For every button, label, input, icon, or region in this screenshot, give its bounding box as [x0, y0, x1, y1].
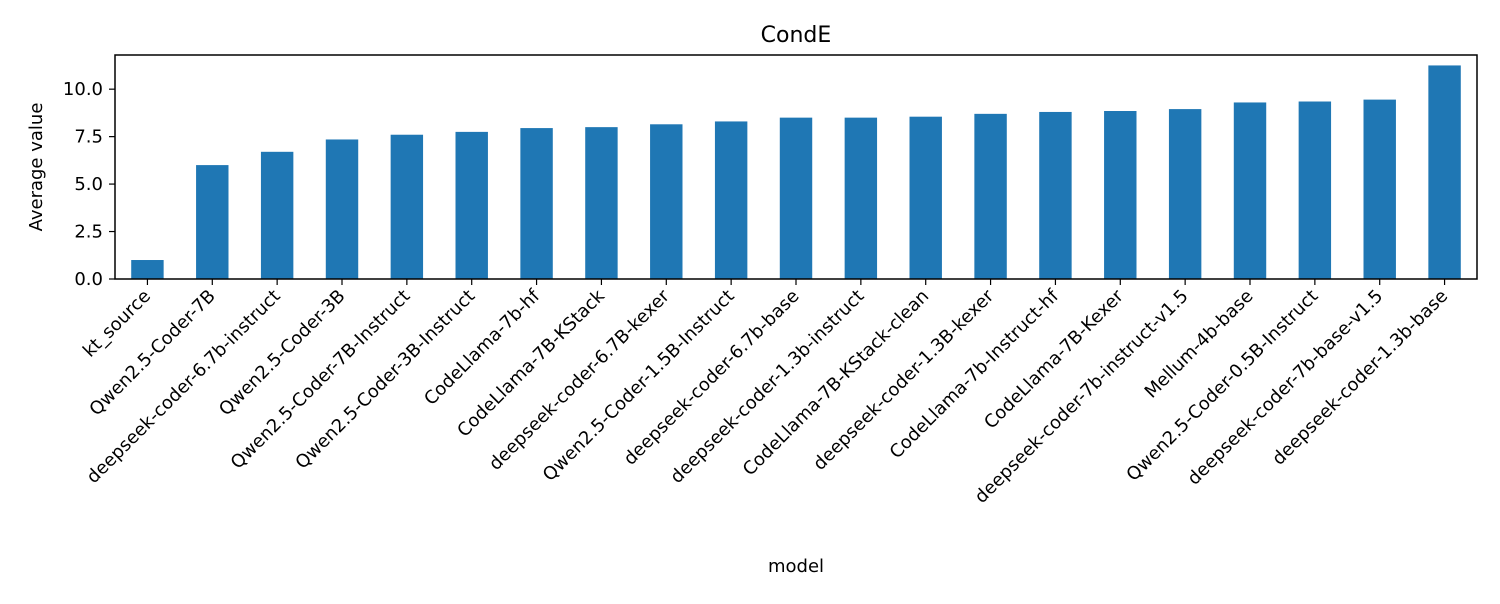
- y-tick-label: 0.0: [74, 269, 103, 290]
- bar-Qwen2.5-Coder-7B-Instruct: [390, 134, 424, 279]
- bar-kt_source: [131, 260, 164, 279]
- bar-deepseek-coder-7b-instruct-v1.5: [1168, 109, 1202, 279]
- bars-layer: [131, 65, 1461, 280]
- bar-CodeLlama-7B-KStack: [585, 127, 618, 279]
- bar-Qwen2.5-Coder-1.5B-Instruct: [714, 121, 748, 279]
- x-tick-label: CodeLlama-7b-hf: [420, 285, 544, 409]
- bar-deepseek-coder-7b-base-v1.5: [1363, 99, 1396, 279]
- bar-deepseek-coder-1.3b-instruct: [844, 117, 878, 279]
- bar-deepseek-coder-1.3b-base: [1428, 65, 1461, 279]
- y-tick-label: 2.5: [74, 222, 103, 243]
- y-tick-label: 10.0: [63, 79, 103, 100]
- bar-CodeLlama-7B-Kexer: [1104, 111, 1137, 279]
- chart-title: CondE: [761, 23, 832, 48]
- x-tick-label: Mellum-4b-base: [1141, 286, 1258, 403]
- bar-CodeLlama-7b-hf: [520, 128, 553, 279]
- bar-deepseek-coder-1.3B-kexer: [974, 113, 1007, 279]
- bar-Qwen2.5-Coder-7B: [196, 165, 229, 279]
- x-tick-label: Qwen2.5-Coder-7B: [85, 286, 219, 420]
- bar-deepseek-coder-6.7B-kexer: [650, 124, 683, 279]
- y-axis-label: Average value: [26, 103, 47, 232]
- y-tick-label: 7.5: [74, 127, 103, 148]
- x-tick-label: Qwen2.5-Coder-3B: [215, 286, 349, 420]
- plot-frame: [114, 54, 1478, 280]
- bar-deepseek-coder-6.7b-instruct: [260, 151, 294, 279]
- bar-deepseek-coder-6.7b-base: [779, 117, 813, 279]
- bar-Qwen2.5-Coder-3B-Instruct: [455, 131, 488, 279]
- bar-Qwen2.5-Coder-3B: [325, 139, 359, 279]
- y-tick-label: 5.0: [74, 174, 103, 195]
- bar-Qwen2.5-Coder-0.5B-Instruct: [1298, 101, 1332, 279]
- bar-CodeLlama-7b-Instruct-hf: [1039, 111, 1072, 279]
- bar-CodeLlama-7B-KStack-clean: [909, 116, 942, 279]
- x-axis-label: model: [768, 556, 824, 577]
- bar-Mellum-4b-base: [1233, 102, 1267, 280]
